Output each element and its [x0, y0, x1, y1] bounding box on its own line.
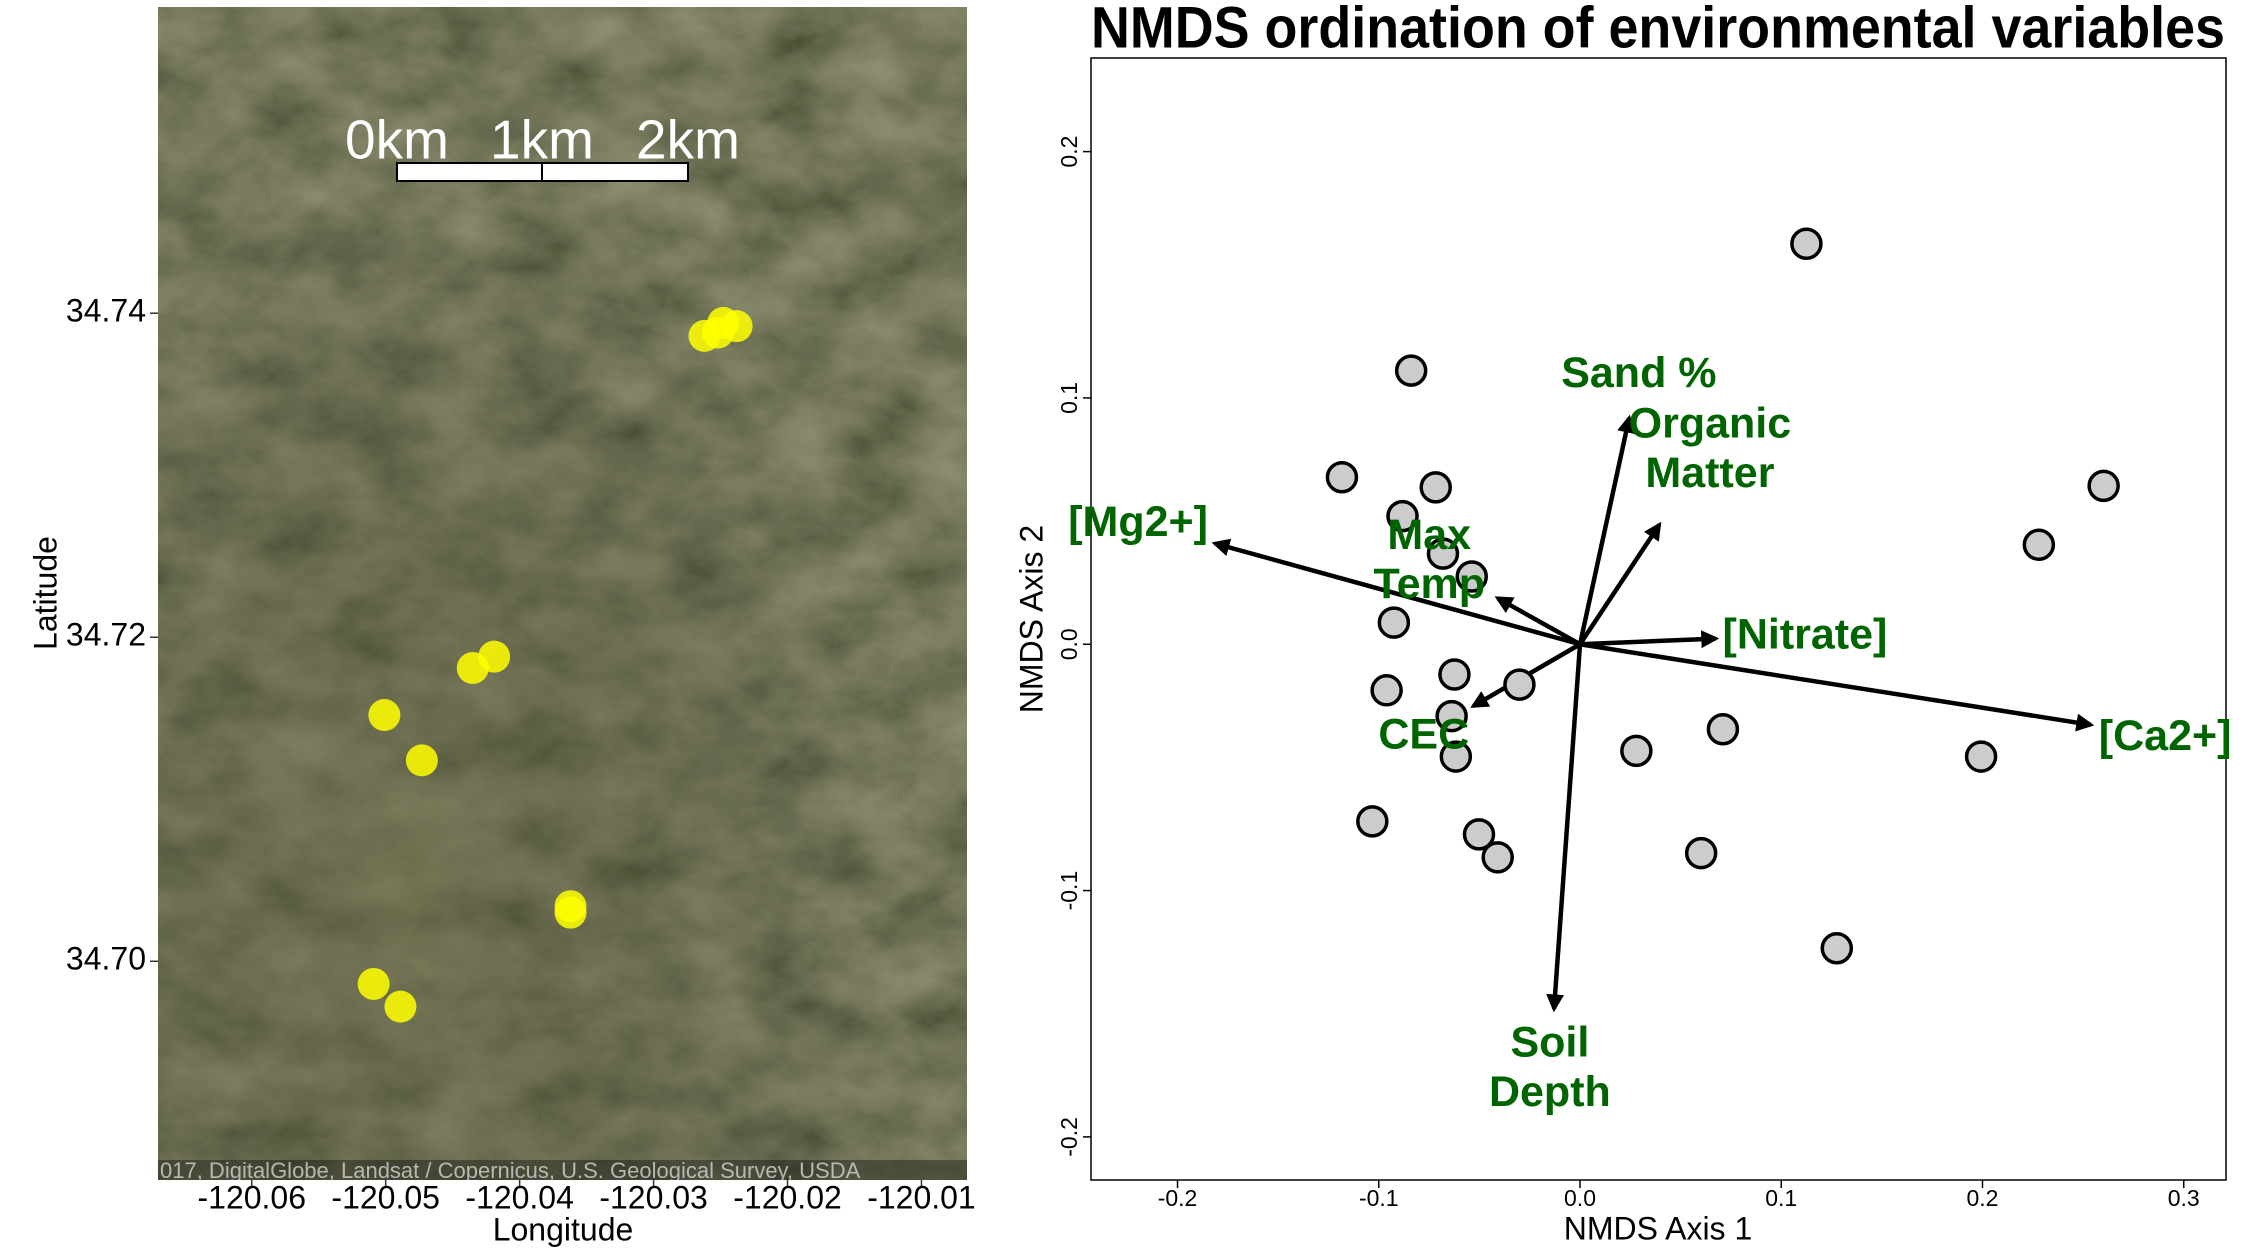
point	[1426, 537, 1460, 570]
x-tick-label: -120.06	[197, 1179, 306, 1215]
vector-label-line: CEC	[1378, 711, 1469, 759]
x-tick-label: 0.1	[1765, 1185, 1797, 1211]
vector-arrow	[1494, 596, 1582, 647]
y-tick-label: -0.1	[1056, 871, 1082, 911]
point	[1455, 560, 1488, 593]
point	[1419, 471, 1452, 504]
point	[384, 990, 417, 1023]
y-axis-title: Latitude	[27, 536, 63, 650]
vector-arrow	[1579, 630, 1720, 649]
x-tick-label: -120.01	[867, 1179, 976, 1215]
vector-label: [Nitrate]	[1723, 611, 1888, 659]
point	[1439, 740, 1473, 773]
point	[357, 967, 390, 1000]
vector-label: [Mg2+]	[1068, 498, 1208, 546]
point	[1620, 734, 1653, 768]
x-tick-label: 0.3	[2168, 1185, 2200, 1211]
vector-label-line: [Mg2+]	[1068, 498, 1208, 546]
point	[1435, 699, 1468, 733]
point	[1964, 740, 1998, 773]
vector-label: Organic Matter	[1629, 400, 1792, 497]
scale-label: 2km	[636, 109, 740, 171]
y-tick-label: 34.70	[66, 941, 146, 977]
point	[1438, 658, 1471, 691]
vector-label-line: Soil	[1510, 1019, 1589, 1067]
y-tick-label: 0.2	[1056, 136, 1082, 168]
y-axis-title: NMDS Axis 2	[1013, 525, 1049, 713]
vector-arrow	[1577, 414, 1635, 645]
scale-bar	[396, 162, 689, 182]
point	[2022, 528, 2056, 561]
point	[1386, 499, 1419, 533]
point	[405, 744, 438, 777]
point	[1820, 931, 1854, 965]
vector-label-line: Sand %	[1561, 349, 1716, 397]
vector-arrow	[1211, 538, 1581, 647]
x-axis-title: Longitude	[493, 1211, 634, 1247]
point	[1481, 841, 1514, 874]
vector-label: CEC	[1378, 711, 1469, 759]
plot-frame	[1090, 57, 2227, 1181]
point	[368, 699, 401, 732]
x-tick-label: -120.04	[465, 1179, 574, 1215]
point	[1325, 460, 1359, 494]
point	[1370, 674, 1403, 707]
vector-label-line: [Nitrate]	[1723, 611, 1888, 659]
attribution-band	[158, 1160, 967, 1180]
attribution: 017, DigitalGlobe, Landsat / Copernicus,…	[160, 1158, 861, 1183]
point	[701, 316, 734, 349]
x-tick-label: -0.2	[1158, 1185, 1198, 1211]
vector-arrow	[1579, 642, 2095, 732]
x-tick-label: -0.1	[1359, 1185, 1399, 1211]
vector-label-line: Organic	[1629, 400, 1792, 448]
vector-label: Sand %	[1561, 349, 1716, 397]
vector-label: [Ca2+]	[2099, 713, 2232, 761]
x-tick-label: 0.2	[1967, 1185, 1999, 1211]
vector-label-line: Temp	[1374, 561, 1486, 609]
chart-title: NMDS ordination of environmental variabl…	[1091, 0, 2225, 60]
x-tick-label: 0.0	[1564, 1185, 1596, 1211]
point	[1356, 805, 1389, 838]
y-tick-label: 0.0	[1056, 628, 1082, 660]
scale-label: 0km	[345, 109, 449, 171]
y-tick-label: 0.1	[1056, 382, 1082, 414]
vector-label: Max Temp	[1374, 511, 1486, 608]
marks: -120.06 -120.05 -120.04 -120.03 -120.02 -120.…	[66, 136, 2231, 1216]
point	[456, 652, 489, 685]
x-axis-title: NMDS Axis 1	[1564, 1210, 1752, 1246]
point	[1684, 836, 1718, 870]
point	[2087, 469, 2120, 503]
scale-label: 1km	[490, 109, 594, 171]
point	[1790, 227, 1823, 260]
point	[1706, 712, 1740, 746]
x-tick-label: -120.02	[733, 1179, 842, 1215]
point	[1377, 606, 1411, 639]
x-tick-label: -120.03	[599, 1179, 708, 1215]
point	[1503, 668, 1536, 701]
vector-label-line: [Ca2+]	[2099, 713, 2232, 761]
y-tick-label: 34.72	[66, 617, 146, 653]
vector-arrow	[1578, 521, 1662, 646]
vector-label-line: Depth	[1489, 1068, 1611, 1116]
vector-arrow	[1546, 644, 1583, 1013]
vector-label-line: Max	[1387, 511, 1471, 559]
point	[1394, 354, 1428, 387]
vector-label-line: Matter	[1645, 449, 1774, 497]
y-tick-label: -0.2	[1056, 1117, 1082, 1157]
y-tick-label: 34.74	[66, 293, 146, 329]
vector-label: Soil Depth	[1489, 1019, 1611, 1116]
map-background	[158, 7, 967, 1180]
x-tick-label: -120.05	[331, 1179, 440, 1215]
point	[554, 896, 587, 929]
point	[1462, 818, 1496, 851]
